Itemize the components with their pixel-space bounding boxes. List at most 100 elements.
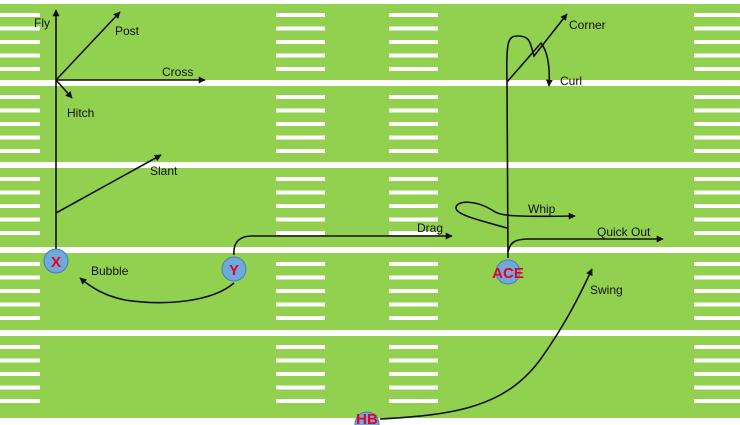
hash-mark [389,399,438,403]
hash-mark [694,40,740,44]
player-x: X [43,248,69,274]
cross-label: Cross [162,65,193,79]
hash-mark [694,53,740,58]
hash-mark [276,122,325,126]
hash-mark [389,302,438,307]
yard-line [0,247,740,253]
hash-mark [389,67,438,71]
hash-mark [0,53,40,58]
hash-mark [389,231,438,235]
hash-mark [276,302,325,307]
hash-mark [694,204,740,208]
hash-mark [694,122,740,126]
hash-mark [389,289,438,293]
hash-mark [0,217,40,222]
hash-mark [0,385,40,390]
hash-mark [694,345,740,349]
hash-mark [0,40,40,44]
hash-mark [0,108,40,113]
hash-mark [276,13,325,17]
hash-mark [694,26,740,31]
player-y-marker [221,256,247,282]
hash-mark [276,135,325,140]
slant-label: Slant [150,164,178,178]
hash-mark [389,13,438,17]
hash-mark [0,399,40,403]
hash-mark [694,399,740,403]
hash-mark [0,177,40,181]
hash-mark [0,275,40,280]
hash-mark [694,289,740,293]
player-hb-label: HB [356,411,378,425]
hash-mark [276,190,325,195]
hash-mark [0,26,40,31]
hash-mark [694,95,740,99]
whip-route [455,201,576,229]
slant-route [55,154,162,214]
hash-mark [0,190,40,195]
hash-mark [0,204,40,208]
yard-line [0,80,740,86]
corner-label: Corner [569,18,606,32]
hash-mark [0,358,40,363]
hash-mark [694,13,740,17]
hash-mark [276,149,325,153]
quick-out-route [507,235,664,253]
hash-mark [694,385,740,390]
hash-mark [0,345,40,349]
yard-line [0,162,740,168]
hash-mark [0,231,40,235]
player-y-label: Y [229,262,239,279]
hash-mark [276,53,325,58]
post-label: Post [115,24,140,38]
hash-mark [389,372,438,376]
hash-mark [276,40,325,44]
curl-label: Curl [560,74,582,88]
hash-mark [694,149,740,153]
route-labels: Fly Post Cross Hitch Slant Bubble Drag C… [34,16,651,297]
hash-mark [276,204,325,208]
hash-mark [276,108,325,113]
hash-mark [276,399,325,403]
swing-label: Swing [590,283,623,297]
hash-mark [694,231,740,235]
players: X Y ACE HB [43,248,524,425]
hash-mark [0,135,40,140]
hash-mark [0,67,40,71]
hash-mark [276,385,325,390]
hash-mark [0,262,40,266]
hash-mark [694,275,740,280]
hash-mark [276,275,325,280]
hash-mark [389,217,438,222]
hash-mark [389,95,438,99]
hash-mark [389,40,438,44]
player-hb: HB [354,411,380,425]
hash-mark [389,122,438,126]
hash-mark [694,262,740,266]
hash-mark [0,316,40,320]
hash-mark [389,149,438,153]
hash-mark [389,385,438,390]
hash-mark [276,345,325,349]
player-ace-marker [495,259,521,285]
hash-mark [389,316,438,320]
hash-mark [389,135,438,140]
post-route [55,11,121,81]
quick-out-label: Quick Out [597,225,651,239]
routes [52,9,664,420]
drag-label: Drag [417,221,443,235]
hash-mark [694,135,740,140]
hash-mark [389,108,438,113]
hash-mark [276,26,325,31]
hash-mark [0,302,40,307]
hash-mark [0,372,40,376]
hash-mark [276,177,325,181]
hash-mark [694,177,740,181]
hash-mark [0,122,40,126]
hash-mark [694,190,740,195]
whip-label: Whip [528,202,556,216]
hash-mark [694,372,740,376]
hash-mark [389,204,438,208]
yard-line [0,330,740,336]
